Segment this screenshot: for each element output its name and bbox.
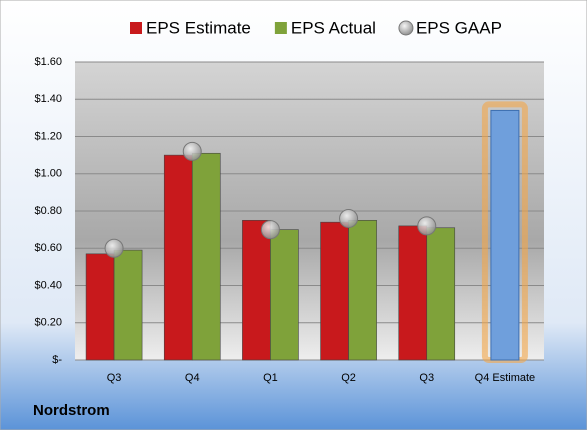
y-tick-label: $1.40: [34, 93, 62, 105]
x-tick-label: Q3: [107, 372, 122, 384]
legend-label: EPS GAAP: [416, 18, 502, 37]
x-tick-label: Q1: [263, 372, 278, 384]
bar: [270, 229, 299, 361]
legend-marker: [130, 22, 142, 34]
bar: [398, 225, 428, 361]
y-tick-label: $1.60: [34, 56, 62, 68]
gaap-marker: [339, 208, 359, 228]
y-tick-label: $0.80: [34, 205, 62, 217]
legend-label: EPS Estimate: [146, 18, 251, 37]
y-tick-label: $0.60: [34, 242, 62, 254]
y-tick-label: $1.20: [34, 130, 62, 142]
bar: [113, 249, 143, 361]
x-tick-label: Q3: [419, 372, 434, 384]
bar: [163, 154, 193, 361]
projection-bar: [490, 109, 520, 361]
bar: [191, 152, 221, 361]
gaap-marker: [417, 216, 437, 236]
y-tick-label: $-: [52, 354, 62, 366]
gaap-marker: [104, 238, 124, 258]
legend-marker: [274, 22, 287, 34]
bar: [426, 227, 456, 361]
legend-label: EPS Actual: [291, 18, 376, 37]
chart-title: Nordstrom: [33, 402, 110, 419]
x-tick-label: Q4 Estimate: [475, 372, 536, 384]
bar: [85, 253, 115, 361]
y-tick-label: $0.40: [34, 279, 62, 291]
x-tick-label: Q4: [185, 372, 200, 384]
gaap-marker: [182, 141, 202, 161]
x-tick-label: Q2: [341, 372, 356, 384]
gaap-marker: [260, 220, 280, 240]
bar: [242, 220, 271, 361]
y-tick-label: $0.20: [34, 317, 62, 329]
legend-marker: [398, 20, 414, 36]
bar: [348, 220, 377, 361]
bar: [320, 221, 349, 361]
y-tick-label: $1.00: [34, 168, 62, 180]
legend: EPS Estimate EPS Actual EPS GAAP: [130, 18, 502, 37]
